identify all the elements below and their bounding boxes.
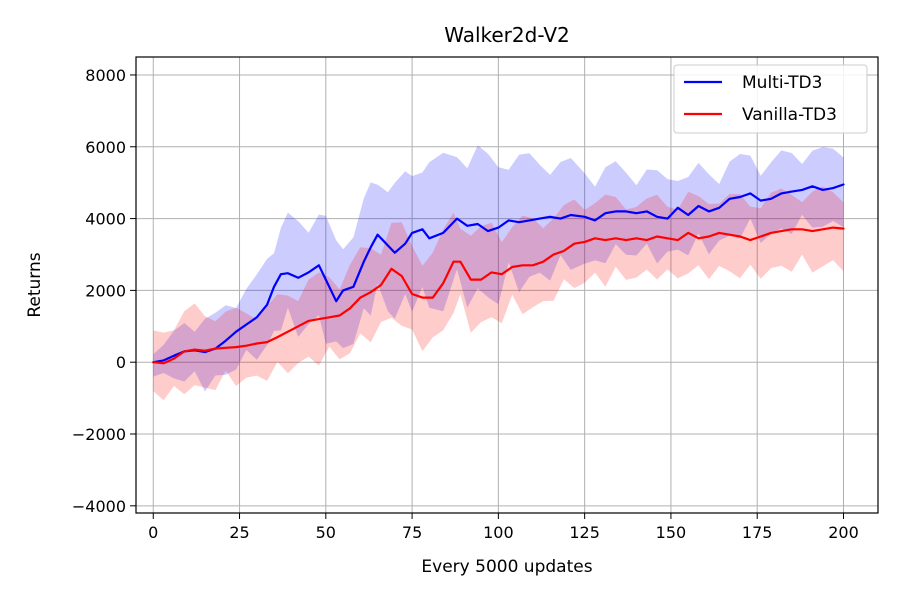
x-tick-label: 50	[316, 523, 336, 542]
legend-box	[673, 64, 868, 134]
y-tick-label: 8000	[85, 66, 126, 85]
y-tick-label: 6000	[85, 138, 126, 157]
chart-title: Walker2d-V2	[444, 23, 570, 47]
series-lines	[152, 183, 845, 365]
x-tick-label: 25	[229, 523, 249, 542]
y-tick-label: −2000	[72, 425, 126, 444]
plot-frame	[135, 56, 879, 514]
series-line-multi-td3	[152, 183, 845, 364]
x-tick-label: 100	[483, 523, 514, 542]
x-axis-label: Every 5000 updates	[421, 557, 592, 577]
legend-label-vanilla-td3: Vanilla-TD3	[742, 105, 837, 125]
y-tick-label: 2000	[85, 281, 126, 300]
x-tick-label: 175	[742, 523, 773, 542]
series-line-vanilla-td3	[152, 226, 845, 365]
axis-ticks: 0 25 50 75 100 125 150 175 200 −4000 −2000 0 2000 400…	[72, 66, 859, 542]
x-tick-label: 200	[828, 523, 859, 542]
legend-label-multi-td3: Multi-TD3	[742, 73, 822, 93]
legend: Multi-TD3 Vanilla-TD3	[673, 64, 868, 134]
band-multi-td3	[153, 145, 844, 392]
x-tick-label: 150	[656, 523, 687, 542]
y-tick-label: 4000	[85, 210, 126, 229]
x-tick-label: 0	[148, 523, 158, 542]
x-tick-label: 75	[402, 523, 422, 542]
y-axis-label: Returns	[25, 252, 45, 317]
y-tick-label: −4000	[72, 497, 126, 516]
x-tick-label: 125	[569, 523, 600, 542]
y-tick-label: 0	[116, 353, 126, 372]
